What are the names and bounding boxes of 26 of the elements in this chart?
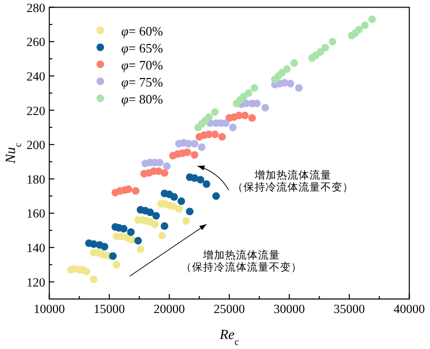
annotation: 增加热流体流量 xyxy=(202,248,280,262)
y-tick-label: 260 xyxy=(26,35,46,50)
y-tick-label: 120 xyxy=(26,275,46,290)
y-tick-label: 180 xyxy=(26,172,46,186)
legend-label: φ= 65% xyxy=(121,40,164,56)
y-tick-label: 200 xyxy=(26,138,46,152)
x-tick-label: 15000 xyxy=(94,302,125,316)
y-tick-label: 240 xyxy=(26,69,46,84)
x-tick-label: 25000 xyxy=(214,302,245,316)
x-tick-label: 30000 xyxy=(274,302,305,316)
y-tick-label: 140 xyxy=(26,241,46,256)
annotation: 增加热流体流量 xyxy=(253,168,332,182)
x-axis-title: Re$_{c}$ xyxy=(218,328,240,348)
legend-label: φ= 60% xyxy=(121,23,164,38)
x-tick-label: 35000 xyxy=(334,302,365,316)
y-tick-label: 280 xyxy=(26,0,46,15)
x-tick-label: 10000 xyxy=(34,302,65,316)
legend-label: φ= 70% xyxy=(121,57,164,72)
x-tick-label: 20000 xyxy=(154,302,185,316)
legend-label: φ= 80% xyxy=(121,91,164,106)
legend-label: φ= 75% xyxy=(121,74,164,90)
y-tick-label: 220 xyxy=(26,104,46,118)
annotation: （保持冷流体流量不变） xyxy=(180,260,302,274)
annotation: （保持冷流体流量不变） xyxy=(232,180,354,194)
x-tick-label: 40000 xyxy=(394,302,425,316)
y-tick-label: 160 xyxy=(26,206,46,221)
